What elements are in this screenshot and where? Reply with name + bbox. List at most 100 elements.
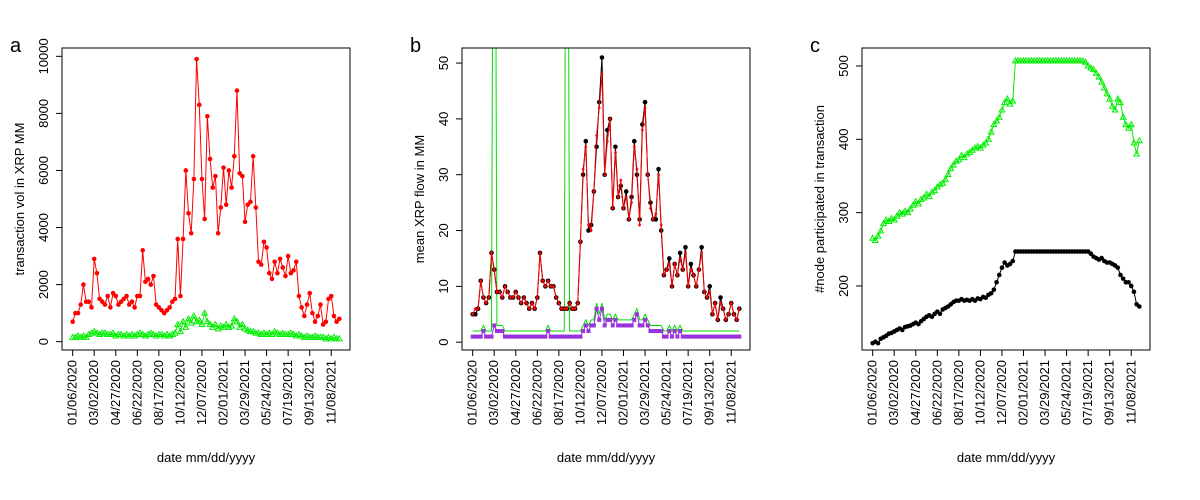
point	[172, 296, 178, 302]
point	[225, 323, 233, 330]
point	[621, 206, 626, 211]
point	[936, 180, 944, 188]
point	[643, 317, 648, 322]
point	[575, 334, 580, 339]
point	[594, 133, 599, 138]
point	[899, 327, 905, 333]
point	[519, 301, 523, 306]
point	[194, 56, 199, 62]
point	[718, 301, 723, 306]
point	[726, 312, 731, 317]
point	[322, 334, 330, 342]
point	[586, 329, 591, 334]
y-tick-label: 20	[436, 223, 451, 237]
point	[654, 211, 658, 216]
point	[653, 217, 659, 222]
y-tick-label: 400	[836, 128, 851, 150]
point	[554, 295, 558, 300]
point	[887, 214, 896, 222]
point	[930, 186, 939, 194]
point	[955, 155, 963, 163]
x-tick-label: 02/01/2021	[216, 360, 231, 425]
point	[311, 331, 319, 339]
point	[248, 199, 253, 205]
point	[559, 306, 564, 311]
point	[667, 262, 671, 267]
point	[302, 313, 307, 319]
point	[308, 333, 317, 340]
point	[128, 330, 136, 338]
series-line	[472, 57, 740, 322]
point	[597, 317, 602, 322]
point	[645, 323, 650, 328]
point	[327, 334, 335, 342]
point	[78, 302, 84, 307]
point	[139, 330, 147, 338]
point	[337, 316, 342, 322]
point	[1135, 136, 1143, 144]
point	[603, 172, 607, 177]
point	[505, 334, 510, 339]
point	[591, 323, 596, 328]
point	[871, 236, 880, 244]
point	[729, 301, 733, 306]
point	[250, 153, 256, 159]
plot-area	[470, 48, 742, 339]
point	[642, 99, 648, 105]
point	[912, 197, 920, 205]
point	[616, 323, 621, 328]
point	[280, 265, 286, 270]
point	[174, 320, 182, 328]
point	[1010, 258, 1016, 264]
point	[554, 334, 559, 339]
point	[669, 334, 674, 339]
point	[105, 293, 110, 299]
point	[183, 168, 189, 173]
x-tick-label: 12/07/2020	[994, 360, 1009, 425]
point	[511, 334, 516, 339]
point	[702, 289, 706, 294]
point	[623, 189, 629, 194]
point	[494, 329, 499, 334]
point	[210, 185, 216, 190]
x-tick-label: 05/24/2021	[259, 360, 274, 425]
point	[223, 202, 229, 208]
point	[151, 273, 156, 279]
point	[551, 334, 556, 339]
x-tick-label: 01/06/2020	[65, 360, 80, 425]
point	[145, 276, 151, 282]
point	[619, 178, 623, 183]
point	[277, 256, 283, 262]
point	[81, 282, 86, 287]
point	[503, 284, 507, 289]
point	[648, 329, 653, 334]
point	[573, 334, 578, 339]
point	[330, 333, 338, 340]
point	[656, 166, 661, 172]
point	[486, 334, 491, 339]
point	[707, 334, 712, 339]
point	[665, 267, 669, 272]
point	[489, 334, 494, 339]
x-tick-label: 08/17/2020	[951, 360, 966, 425]
point	[473, 311, 478, 317]
point	[573, 306, 577, 311]
point	[546, 329, 551, 334]
point	[629, 323, 634, 328]
point	[702, 334, 707, 339]
point	[1108, 102, 1117, 109]
point	[70, 319, 75, 324]
point	[651, 217, 655, 222]
point	[227, 321, 236, 329]
point	[984, 135, 993, 142]
point	[941, 175, 950, 183]
point	[186, 210, 191, 216]
point	[584, 144, 588, 149]
point	[481, 295, 486, 300]
point	[869, 234, 877, 241]
point	[1124, 124, 1133, 131]
x-tick-label: 07/19/2021	[280, 360, 295, 425]
y-tick-label: 0	[36, 338, 51, 345]
point	[995, 113, 1003, 120]
point	[543, 334, 548, 339]
